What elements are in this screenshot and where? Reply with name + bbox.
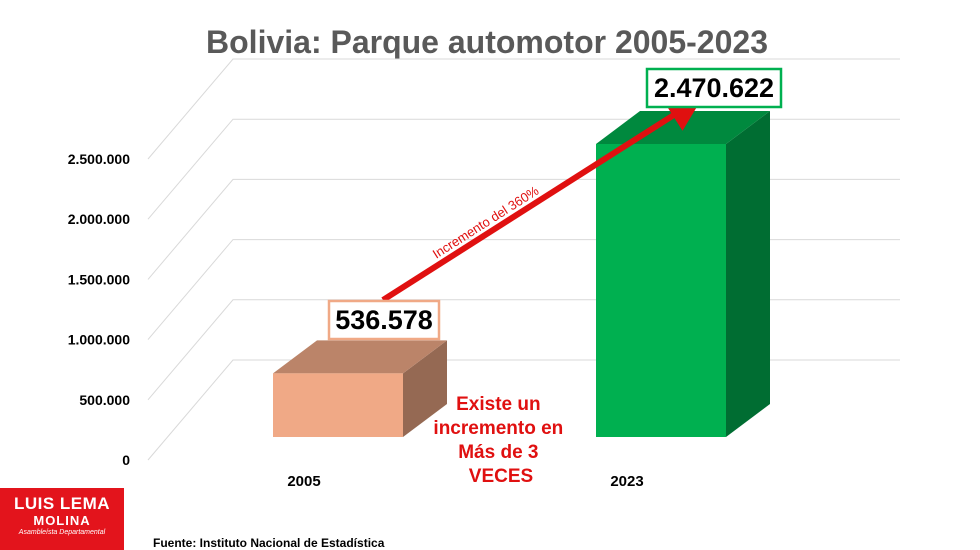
value-label-box [645, 67, 783, 109]
y-tick-label: 1.500.000 [68, 271, 130, 287]
growth-arrow [381, 96, 704, 303]
author-logo: LUIS LEMA MOLINA Asambleísta Departament… [0, 488, 124, 550]
value-labels: 536.578 2.470.622 [327, 67, 783, 341]
value-label-box [327, 299, 441, 341]
value-label: 2.470.622 [645, 67, 783, 109]
y-tick-label: 2.000.000 [68, 211, 130, 227]
y-axis-ticks: 0 500.000 1.000.000 1.500.000 2.000.000 2.500… [68, 151, 131, 468]
chart-bars [273, 111, 770, 437]
bar-side [726, 111, 770, 437]
x-category-label: 2005 [287, 473, 320, 490]
gridline [147, 299, 900, 401]
value-label-text: 536.578 [335, 305, 433, 335]
note-line: VECES [469, 466, 533, 487]
x-axis-categories: 2005 2023 [287, 473, 643, 490]
bar [596, 111, 770, 437]
bar-front [273, 373, 403, 437]
bar [273, 340, 447, 437]
y-tick-label: 500.000 [79, 392, 130, 408]
value-label: 536.578 [327, 299, 441, 341]
note-line: incremento en [433, 418, 563, 439]
increment-note: Existe un incremento en Más de 3 VECES [433, 394, 568, 487]
bar-side [403, 340, 447, 437]
y-tick-label: 1.000.000 [68, 332, 130, 348]
y-tick-label: 2.500.000 [68, 151, 130, 167]
x-category-label: 2023 [610, 473, 643, 490]
y-tick-label: 0 [122, 452, 130, 468]
gridline [147, 58, 900, 160]
source-note: Fuente: Instituto Nacional de Estadístic… [153, 536, 385, 550]
chart-title: Bolivia: Parque automotor 2005-2023 [206, 24, 768, 60]
logo-line: LUIS LEMA [13, 494, 111, 513]
value-label-text: 2.470.622 [654, 73, 774, 103]
note-line: Más de 3 [458, 442, 538, 463]
growth-arrow-label: Incremento del 360% [430, 183, 542, 262]
bar-top [273, 340, 447, 374]
bar-front [596, 144, 726, 437]
logo-line: Asambleísta Departamental [18, 529, 106, 536]
logo-line: MOLINA [33, 513, 91, 528]
gridline [147, 239, 900, 340]
note-line: Existe un [456, 394, 540, 415]
